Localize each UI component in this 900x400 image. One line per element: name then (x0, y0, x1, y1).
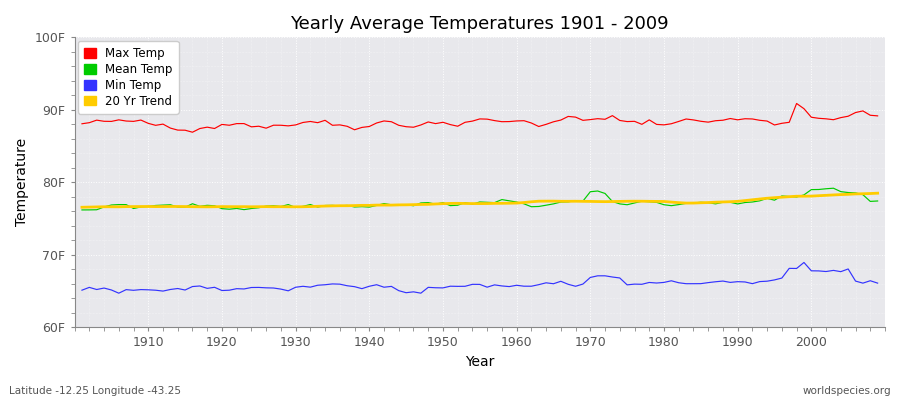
20 Yr Trend (872, 191, 883, 196)
20 Yr Trend (76, 205, 87, 210)
Mean Temp (504, 198, 515, 203)
Mean Temp (342, 203, 353, 208)
Max Temp (791, 101, 802, 106)
Max Temp (136, 118, 147, 122)
20 Yr Trend (342, 203, 353, 208)
Min Temp (511, 283, 522, 288)
Min Temp (76, 288, 87, 292)
Min Temp (798, 260, 809, 265)
Min Temp (518, 284, 529, 288)
Line: 20 Yr Trend: 20 Yr Trend (82, 193, 878, 207)
Min Temp (607, 275, 617, 280)
Max Temp (518, 118, 529, 123)
Max Temp (607, 113, 617, 118)
20 Yr Trend (504, 201, 515, 206)
Min Temp (349, 284, 360, 289)
Y-axis label: Temperature: Temperature (15, 138, 29, 226)
Line: Mean Temp: Mean Temp (82, 188, 878, 210)
Max Temp (187, 130, 198, 135)
Legend: Max Temp, Mean Temp, Min Temp, 20 Yr Trend: Max Temp, Mean Temp, Min Temp, 20 Yr Tre… (78, 41, 178, 114)
20 Yr Trend (298, 204, 309, 209)
Mean Temp (136, 204, 147, 209)
Mean Temp (872, 198, 883, 203)
Max Temp (872, 114, 883, 118)
Max Temp (76, 121, 87, 126)
Mean Temp (599, 191, 610, 196)
Text: worldspecies.org: worldspecies.org (803, 386, 891, 396)
Min Temp (143, 288, 154, 292)
Mean Temp (76, 208, 87, 212)
Line: Max Temp: Max Temp (82, 104, 878, 132)
Text: Latitude -12.25 Longitude -43.25: Latitude -12.25 Longitude -43.25 (9, 386, 181, 396)
Max Temp (305, 119, 316, 124)
Min Temp (872, 281, 883, 286)
20 Yr Trend (136, 204, 147, 209)
Min Temp (113, 291, 124, 296)
X-axis label: Year: Year (465, 355, 494, 369)
Min Temp (305, 285, 316, 290)
Mean Temp (298, 204, 309, 209)
Mean Temp (828, 186, 839, 191)
Mean Temp (511, 200, 522, 204)
Line: Min Temp: Min Temp (82, 262, 878, 293)
Max Temp (511, 118, 522, 123)
Max Temp (349, 127, 360, 132)
20 Yr Trend (599, 199, 610, 204)
20 Yr Trend (511, 201, 522, 206)
Title: Yearly Average Temperatures 1901 - 2009: Yearly Average Temperatures 1901 - 2009 (291, 15, 669, 33)
